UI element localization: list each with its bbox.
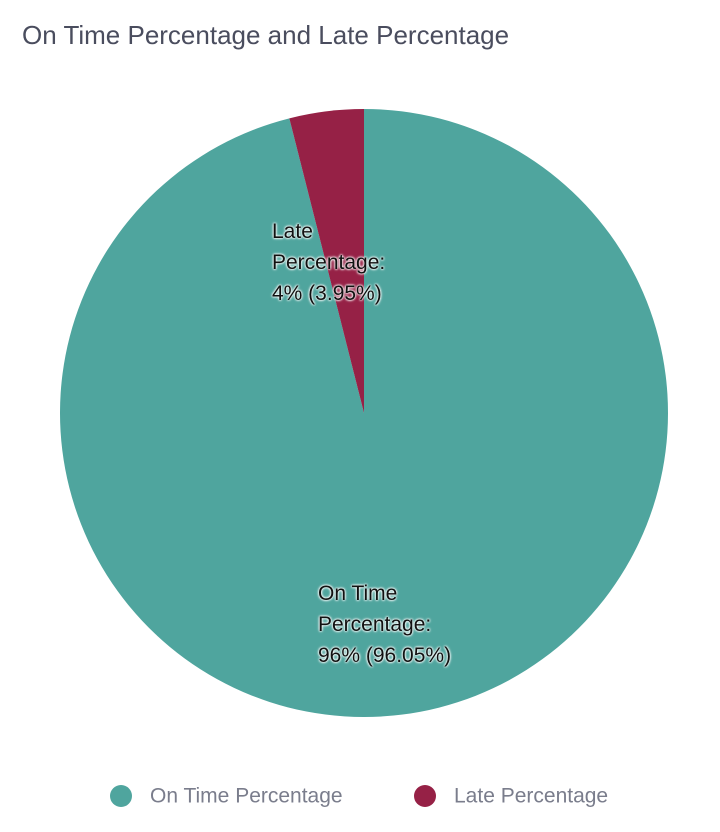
pie-slice xyxy=(59,109,668,718)
legend-label[interactable]: On Time Percentage xyxy=(150,785,343,808)
data-label: Late Percentage: 4% (3.95%) xyxy=(272,220,386,305)
chart-title: On Time Percentage and Late Percentage xyxy=(22,20,510,50)
legend-marker[interactable] xyxy=(110,785,132,807)
legend-marker[interactable] xyxy=(414,785,436,807)
data-label: On Time Percentage: 96% (96.05%) xyxy=(318,582,452,667)
legend-label[interactable]: Late Percentage xyxy=(454,785,608,808)
pie-slice xyxy=(289,109,364,413)
